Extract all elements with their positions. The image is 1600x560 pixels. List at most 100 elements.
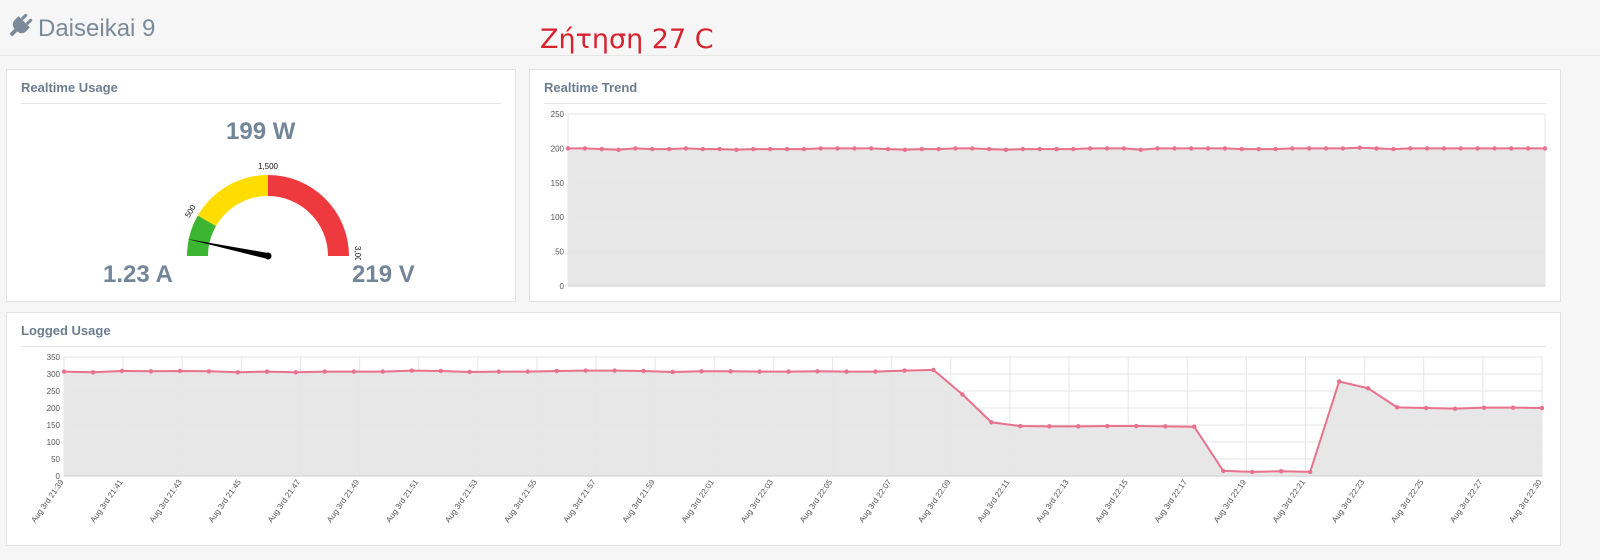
- x-tick-label: Aug 3rd 21:57: [562, 478, 599, 525]
- x-tick-label: Aug 3rd 22:13: [1034, 478, 1071, 525]
- data-point: [206, 369, 212, 374]
- x-tick-label: Aug 3rd 21:53: [443, 478, 480, 525]
- divider: [544, 103, 1546, 104]
- power-gauge: 500 1,500 3,000: [183, 162, 361, 260]
- data-point: [1340, 146, 1346, 151]
- data-point: [1104, 146, 1110, 151]
- data-point: [1273, 146, 1278, 152]
- data-point: [1394, 405, 1400, 410]
- data-point: [1134, 423, 1139, 429]
- data-point: [1510, 405, 1516, 410]
- y-tick-label: 200: [47, 404, 61, 413]
- data-point: [751, 146, 756, 152]
- data-point: [554, 368, 559, 374]
- data-point: [902, 368, 907, 373]
- data-point: [1452, 406, 1458, 411]
- data-point: [670, 369, 675, 375]
- brand[interactable]: Daiseikai 9: [6, 12, 155, 45]
- data-point: [409, 368, 414, 373]
- data-point: [1205, 146, 1211, 151]
- data-point: [235, 370, 241, 375]
- data-point: [801, 146, 807, 152]
- data-point: [1441, 146, 1447, 151]
- data-point: [873, 369, 878, 374]
- data-point: [757, 369, 762, 374]
- y-tick-label: 150: [47, 421, 61, 430]
- data-point: [1121, 146, 1127, 151]
- data-point: [1357, 145, 1362, 150]
- data-point: [683, 146, 689, 151]
- divider: [21, 103, 501, 104]
- data-point: [1249, 469, 1255, 475]
- y-tick-label: 100: [551, 213, 565, 222]
- gauge-band-2: [268, 175, 349, 256]
- data-point: [351, 369, 357, 374]
- data-point: [1278, 469, 1284, 474]
- data-point: [1020, 146, 1026, 152]
- data-point: [1408, 146, 1413, 151]
- x-tick-label: Aug 3rd 21:41: [89, 478, 126, 525]
- x-tick-label: Aug 3rd 21:39: [29, 478, 66, 525]
- data-point: [1037, 146, 1042, 152]
- data-point: [700, 146, 705, 152]
- data-point: [989, 420, 994, 425]
- data-point: [734, 147, 739, 152]
- data-point: [1365, 386, 1371, 391]
- y-tick-label: 50: [555, 248, 564, 257]
- panel-title: Realtime Trend: [544, 80, 638, 95]
- y-tick-label: 200: [551, 144, 565, 153]
- data-point: [90, 370, 96, 375]
- series-line: [63, 368, 1543, 473]
- data-point: [1054, 146, 1059, 152]
- x-tick-label: Aug 3rd 22:11: [976, 478, 1012, 524]
- voltage-readout: 219 V: [352, 261, 415, 288]
- gauge-band-1: [197, 175, 268, 226]
- data-point: [61, 369, 67, 374]
- gauge-needle-hub: [264, 252, 272, 260]
- data-point: [467, 369, 472, 375]
- realtime-trend-chart: 0 50 100 150 200 250: [551, 110, 1548, 291]
- data-point: [1475, 146, 1480, 151]
- realtime-usage-panel: Realtime Usage 199 W 1.23 A 219 V 500 1,5…: [6, 69, 516, 302]
- data-point: [496, 369, 501, 374]
- data-point: [818, 146, 823, 151]
- data-point: [1481, 405, 1487, 410]
- data-point: [1525, 146, 1531, 151]
- x-tick-label: Aug 3rd 22:17: [1153, 478, 1190, 525]
- x-tick-label: Aug 3rd 21:49: [325, 478, 362, 525]
- data-point: [1458, 146, 1463, 151]
- app-title: Daiseikai 9: [38, 14, 156, 42]
- data-point: [1047, 424, 1052, 429]
- power-readout: 199 W: [226, 118, 296, 145]
- data-point: [633, 146, 638, 151]
- data-point: [1163, 424, 1168, 429]
- x-tick-label: Aug 3rd 22:05: [798, 478, 835, 525]
- data-point: [582, 146, 588, 151]
- data-point: [148, 369, 154, 374]
- data-point: [902, 147, 908, 152]
- data-point: [1492, 146, 1497, 151]
- x-tick-label: Aug 3rd 21:47: [266, 478, 303, 525]
- logged-usage-panel: Logged Usage 0 50 100 150 200 250 300 350 Aug 3r…: [6, 312, 1561, 546]
- data-point: [1222, 146, 1228, 151]
- x-tick-label: Aug 3rd 22:25: [1389, 478, 1426, 525]
- data-point: [717, 146, 722, 152]
- x-tick-label: Aug 3rd 22:27: [1448, 478, 1485, 525]
- data-point: [1192, 424, 1197, 429]
- data-point: [970, 146, 975, 151]
- data-point: [1290, 146, 1295, 151]
- data-point: [1155, 146, 1160, 151]
- data-point: [852, 146, 857, 151]
- data-point: [1423, 405, 1429, 411]
- current-readout: 1.23 A: [103, 261, 173, 288]
- y-tick-label: 100: [47, 438, 61, 447]
- x-tick-label: Aug 3rd 21:59: [621, 478, 658, 525]
- data-point: [1307, 469, 1313, 475]
- y-tick-label: 150: [551, 179, 565, 188]
- x-tick-label: Aug 3rd 22:07: [857, 478, 894, 525]
- data-point: [1172, 146, 1177, 151]
- data-point: [666, 146, 672, 152]
- data-point: [784, 146, 790, 152]
- realtime-trend-panel: Realtime Trend 0 50 100 150 200 250: [529, 69, 1561, 302]
- data-point: [986, 146, 992, 152]
